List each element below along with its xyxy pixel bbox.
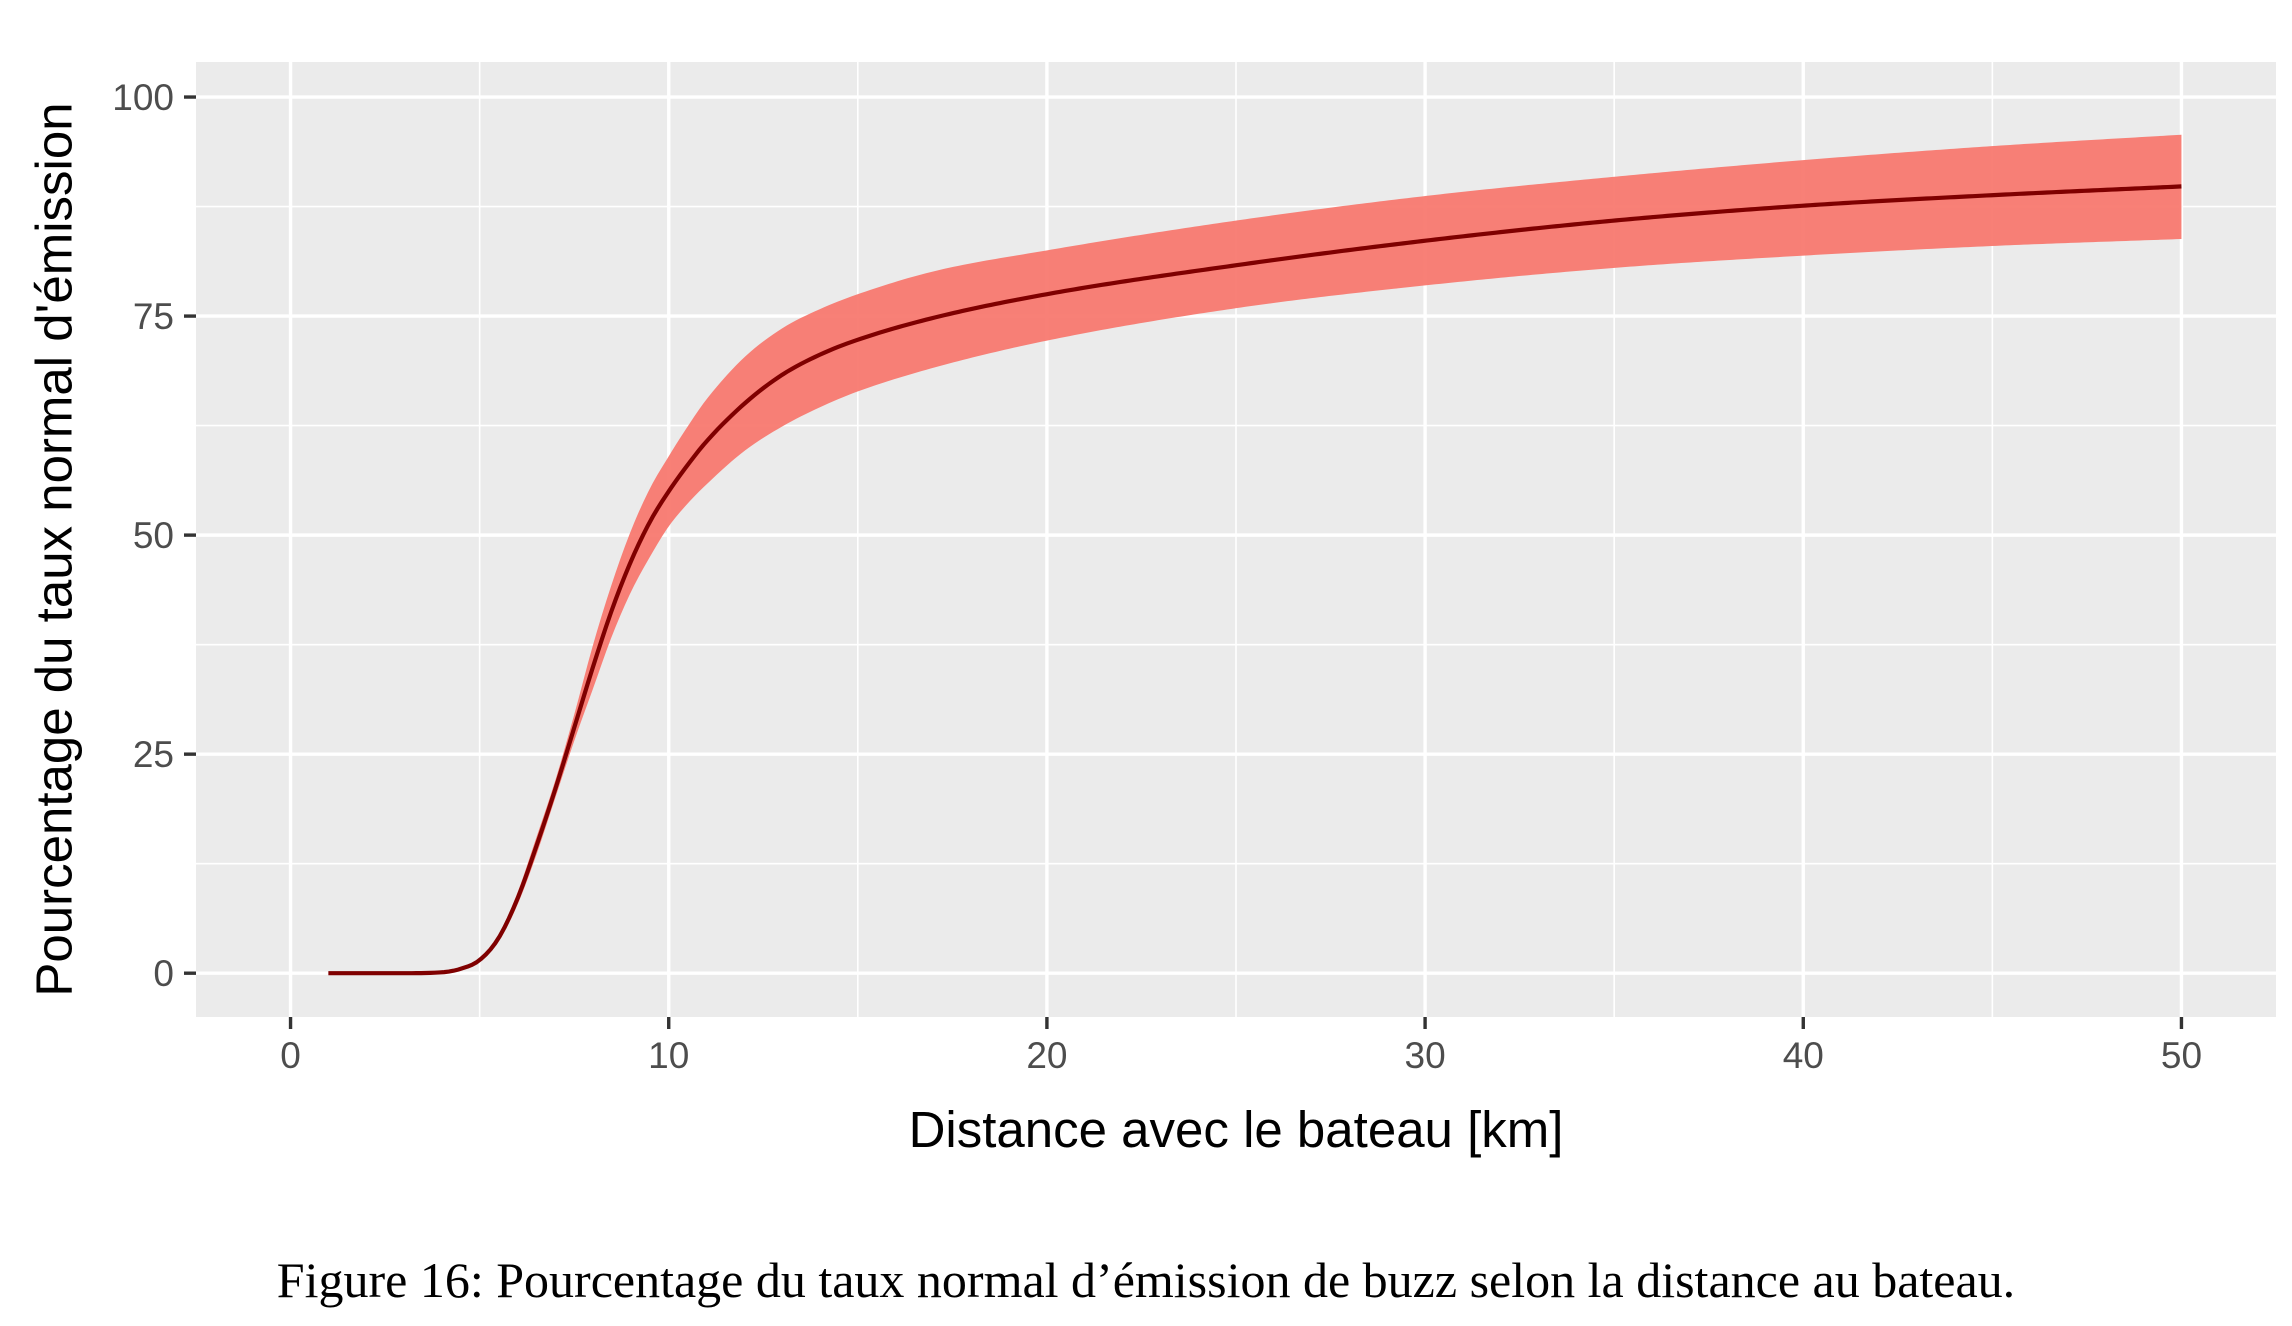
x-tick-label: 0 — [280, 1035, 301, 1076]
y-tick-label: 50 — [133, 515, 174, 556]
y-tick-label: 0 — [153, 953, 174, 994]
x-tick-label: 40 — [1783, 1035, 1824, 1076]
y-axis-title: Pourcentage du taux normal d'émission — [25, 102, 82, 996]
confidence-ribbon — [328, 134, 2182, 974]
x-tick-label: 10 — [648, 1035, 689, 1076]
figure-caption: Figure 16: Pourcentage du taux normal d’… — [276, 1252, 2016, 1308]
x-tick-label: 50 — [2161, 1035, 2202, 1076]
x-axis-title: Distance avec le bateau [km] — [909, 1101, 1564, 1158]
curve-layer — [328, 184, 2182, 976]
axes: 0 10 20 30 40 50 0 25 50 75 100 — [112, 77, 2202, 1076]
x-tick-label: 30 — [1405, 1035, 1446, 1076]
y-tick-label: 25 — [133, 734, 174, 775]
x-tick-label: 20 — [1026, 1035, 1067, 1076]
y-tick-label: 75 — [133, 296, 174, 337]
y-tick-label: 100 — [112, 77, 174, 118]
confidence-ribbon-layer — [328, 134, 2182, 974]
fitted-curve-line — [328, 184, 2182, 976]
